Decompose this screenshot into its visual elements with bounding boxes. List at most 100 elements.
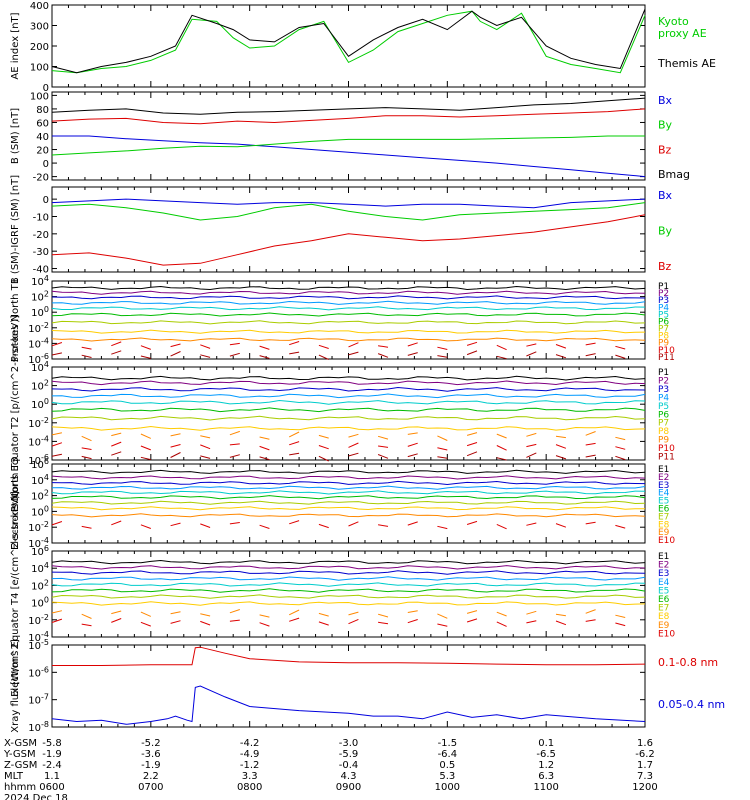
y-tick-label: 104 <box>31 360 49 374</box>
legend-en-E8: E8 <box>658 520 670 530</box>
series-en-E10-segment <box>289 520 300 525</box>
series-pe-P9-segment <box>111 432 122 437</box>
series-ee-E10-segment <box>229 619 240 622</box>
y-tick-label: 10-8 <box>28 720 49 734</box>
series-ee-E10-segment <box>615 622 626 627</box>
xaxis-value: -3.6 <box>141 749 161 760</box>
series-ee-E9-segment <box>81 613 92 619</box>
series-ee-E10-segment <box>140 621 151 627</box>
series-pe-P9-segment <box>200 435 211 439</box>
series-ee-E9-segment <box>170 611 181 615</box>
series-pe-P9-segment <box>259 436 270 440</box>
legend-bdiff-Bx: Bx <box>658 189 673 202</box>
legend-bsm-Bx: Bx <box>658 94 673 107</box>
series-pn-P2 <box>51 290 646 295</box>
y-axis-label: AE index [nT] <box>10 12 21 79</box>
y-tick-label: 80 <box>36 105 49 116</box>
series-pn-P3 <box>51 295 646 300</box>
series-pn-P11-segment <box>318 354 329 360</box>
series-pe-P9-segment <box>51 432 63 436</box>
y-tick-label: 400 <box>30 1 49 12</box>
y-tick-label: 60 <box>36 118 49 129</box>
series-ee-E6 <box>51 588 646 593</box>
y-tick-label: -30 <box>33 247 49 258</box>
legend-ae-Kyoto proxy AE: Kyoto proxy AE <box>658 15 707 40</box>
series-pe-P10-segment <box>318 445 329 450</box>
series-ee-E9-segment <box>377 613 389 618</box>
series-pn-P11-segment <box>526 351 537 357</box>
series-pn-P11-segment <box>348 351 359 356</box>
series-pn-P10-segment <box>615 345 626 350</box>
legend-pn-P3: P3 <box>658 296 669 306</box>
series-pe-P6 <box>51 407 646 413</box>
xaxis-value: 0.1 <box>538 738 554 749</box>
y-tick-label: 10-4 <box>28 336 49 350</box>
series-en-E1 <box>51 469 646 474</box>
y-tick-label: 40 <box>36 132 49 143</box>
series-pn-P10-segment <box>200 344 211 349</box>
y-tick-label: 0 <box>43 83 49 94</box>
legend-bdiff-Bz: Bz <box>658 260 672 273</box>
series-pe-P11-segment <box>289 452 300 456</box>
series-bdiff-By <box>51 202 646 221</box>
y-axis-label: Protons Equator T2 [p/(cm^2-s-sr-keV)] <box>10 315 21 512</box>
series-en-E8 <box>51 506 646 511</box>
series-pe-P10-segment <box>111 441 122 447</box>
series-pn-P11-segment <box>496 355 507 360</box>
series-pn-P11-segment <box>466 350 478 356</box>
series-ae-Kyoto proxy AE <box>51 10 646 74</box>
y-tick-label: 102 <box>31 379 49 393</box>
xaxis-value: 0.5 <box>439 760 455 771</box>
series-pn-P10-segment <box>437 346 448 350</box>
y-tick-label: 300 <box>30 22 49 33</box>
series-pe-P11-segment <box>437 456 448 459</box>
xaxis-row-label-Z-GSM: Z-GSM <box>4 760 37 771</box>
series-ee-E9-segment <box>259 614 270 618</box>
series-pn-P11-segment <box>259 355 270 359</box>
series-en-E10-segment <box>51 521 63 526</box>
series-en-E3 <box>51 480 646 486</box>
series-pe-P2 <box>51 380 646 386</box>
series-pn-P7 <box>51 320 646 325</box>
xaxis-value: 1.1 <box>44 771 60 782</box>
series-pn-P10-segment <box>229 342 240 346</box>
series-pn-P4 <box>51 300 646 305</box>
series-pe-P9-segment <box>466 432 478 436</box>
series-ee-E10-segment <box>170 620 181 624</box>
xaxis-value: -5.9 <box>339 749 359 760</box>
xaxis-value: 7.3 <box>637 771 653 782</box>
series-en-E10-segment <box>555 523 567 528</box>
legend-pe-P1: P1 <box>658 368 669 378</box>
y-tick-label: 10-6 <box>28 665 49 679</box>
series-pn-P5 <box>51 306 646 311</box>
panel-frame <box>51 644 646 728</box>
y-tick-label: 106 <box>31 544 49 558</box>
series-pe-P11-segment <box>348 452 359 457</box>
series-ee-E9-segment <box>229 609 240 614</box>
series-pe-P9-segment <box>377 435 389 440</box>
series-ee-E7 <box>51 594 646 599</box>
series-pn-P10-segment <box>466 341 478 346</box>
xaxis-value: -6.5 <box>536 749 556 760</box>
legend-bdiff-By: By <box>658 225 673 238</box>
series-en-E10-segment <box>111 520 122 526</box>
legend-ee-E8: E8 <box>658 612 670 622</box>
series-pe-P5 <box>51 399 646 405</box>
series-pe-P11-segment <box>229 454 240 458</box>
xaxis-value: -4.9 <box>240 749 260 760</box>
series-pe-P10-segment <box>140 445 151 451</box>
legend-pn-P4: P4 <box>658 303 669 313</box>
panel-bsm: -20 0 20 40 60 80 100 B (SM) [nT] Bx By Bz Bmag <box>10 91 690 183</box>
xaxis-value: -2.4 <box>42 760 62 771</box>
series-en-E10-segment <box>466 520 478 525</box>
series-pe-P10-segment <box>407 442 418 447</box>
xaxis-value: 1100 <box>533 782 558 793</box>
legend-pe-P4: P4 <box>658 393 669 403</box>
series-ee-E10-segment <box>348 618 359 625</box>
y-tick-label: 100 <box>31 305 49 319</box>
xaxis-row-label-MLT: MLT <box>4 771 24 782</box>
series-ee-E9-segment <box>140 611 151 617</box>
series-en-E10-segment <box>259 524 270 529</box>
series-en-E10-segment <box>526 522 537 526</box>
